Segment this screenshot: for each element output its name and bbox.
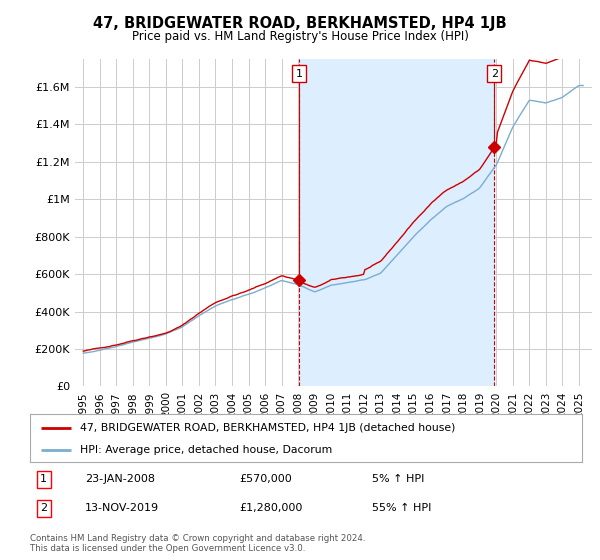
Text: 5% ↑ HPI: 5% ↑ HPI — [372, 474, 425, 484]
Text: 2: 2 — [491, 68, 498, 78]
Text: 2: 2 — [40, 503, 47, 514]
Bar — [299, 59, 494, 386]
Text: 47, BRIDGEWATER ROAD, BERKHAMSTED, HP4 1JB: 47, BRIDGEWATER ROAD, BERKHAMSTED, HP4 1… — [93, 16, 507, 31]
Text: £570,000: £570,000 — [240, 474, 293, 484]
Text: 55% ↑ HPI: 55% ↑ HPI — [372, 503, 431, 514]
Text: 1: 1 — [40, 474, 47, 484]
Text: 13-NOV-2019: 13-NOV-2019 — [85, 503, 160, 514]
Text: 23-JAN-2008: 23-JAN-2008 — [85, 474, 155, 484]
Text: £1,280,000: £1,280,000 — [240, 503, 303, 514]
Text: 47, BRIDGEWATER ROAD, BERKHAMSTED, HP4 1JB (detached house): 47, BRIDGEWATER ROAD, BERKHAMSTED, HP4 1… — [80, 423, 455, 433]
Text: HPI: Average price, detached house, Dacorum: HPI: Average price, detached house, Daco… — [80, 445, 332, 455]
Text: Contains HM Land Registry data © Crown copyright and database right 2024.
This d: Contains HM Land Registry data © Crown c… — [30, 534, 365, 553]
Text: Price paid vs. HM Land Registry's House Price Index (HPI): Price paid vs. HM Land Registry's House … — [131, 30, 469, 43]
Text: 1: 1 — [296, 68, 303, 78]
